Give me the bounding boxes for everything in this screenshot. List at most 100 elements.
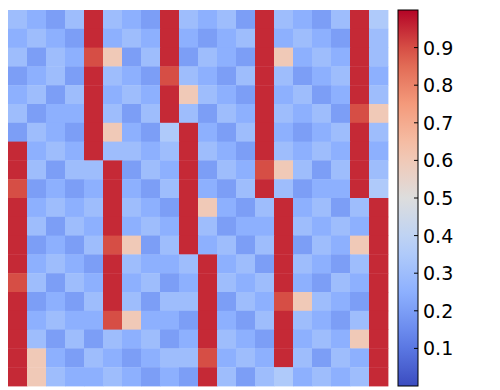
heatmap-cell bbox=[141, 330, 160, 349]
heatmap-cell bbox=[350, 236, 369, 255]
heatmap-cell bbox=[84, 160, 103, 179]
heatmap-cell bbox=[236, 85, 255, 104]
heatmap-cell bbox=[122, 254, 141, 273]
heatmap-cell bbox=[331, 160, 350, 179]
heatmap-cell bbox=[84, 292, 103, 311]
heatmap-cell bbox=[331, 179, 350, 198]
heatmap-cell bbox=[198, 198, 217, 217]
heatmap-cell bbox=[293, 217, 312, 236]
heatmap-cell bbox=[179, 85, 198, 104]
heatmap-cell bbox=[369, 236, 388, 255]
heatmap-cell bbox=[331, 348, 350, 367]
heatmap-cell bbox=[236, 254, 255, 273]
heatmap-cell bbox=[274, 348, 293, 367]
heatmap-cell bbox=[350, 104, 369, 123]
heatmap-cell bbox=[8, 160, 27, 179]
heatmap-cell bbox=[198, 29, 217, 48]
heatmap-cell bbox=[331, 104, 350, 123]
heatmap-cell bbox=[84, 254, 103, 273]
heatmap-cell bbox=[84, 179, 103, 198]
heatmap-cell bbox=[236, 217, 255, 236]
heatmap-cell bbox=[122, 104, 141, 123]
heatmap-cell bbox=[331, 142, 350, 161]
heatmap-cell bbox=[141, 179, 160, 198]
colorbar-tick bbox=[414, 348, 418, 349]
heatmap-cell bbox=[122, 123, 141, 142]
heatmap-cell bbox=[103, 85, 122, 104]
heatmap-cell bbox=[27, 217, 46, 236]
heatmap-cell bbox=[103, 292, 122, 311]
heatmap-cell bbox=[350, 330, 369, 349]
heatmap-cell bbox=[274, 236, 293, 255]
heatmap-cell bbox=[350, 348, 369, 367]
heatmap-cell bbox=[312, 10, 331, 29]
heatmap-cell bbox=[312, 160, 331, 179]
heatmap-cell bbox=[179, 311, 198, 330]
heatmap-cell bbox=[293, 179, 312, 198]
heatmap-cell bbox=[122, 198, 141, 217]
heatmap-cell bbox=[141, 85, 160, 104]
heatmap-cell bbox=[369, 123, 388, 142]
heatmap-cell bbox=[141, 123, 160, 142]
heatmap-cell bbox=[217, 198, 236, 217]
heatmap-cell bbox=[122, 292, 141, 311]
heatmap-cell bbox=[27, 104, 46, 123]
heatmap-cell bbox=[141, 348, 160, 367]
heatmap-cell bbox=[350, 66, 369, 85]
heatmap-cell bbox=[8, 254, 27, 273]
heatmap-cell bbox=[160, 104, 179, 123]
heatmap-cell bbox=[255, 123, 274, 142]
heatmap-cell bbox=[217, 179, 236, 198]
heatmap-cell bbox=[236, 104, 255, 123]
heatmap-cell bbox=[103, 198, 122, 217]
heatmap-cell bbox=[312, 48, 331, 67]
heatmap-cell bbox=[198, 104, 217, 123]
heatmap-cell bbox=[236, 10, 255, 29]
heatmap-cell bbox=[255, 367, 274, 386]
heatmap-cell bbox=[160, 273, 179, 292]
heatmap-cell bbox=[122, 85, 141, 104]
heatmap-cell bbox=[350, 254, 369, 273]
heatmap-cell bbox=[122, 367, 141, 386]
heatmap-cell bbox=[179, 29, 198, 48]
heatmap-cell bbox=[141, 254, 160, 273]
heatmap-cell bbox=[27, 48, 46, 67]
heatmap-cell bbox=[84, 217, 103, 236]
heatmap-cell bbox=[122, 142, 141, 161]
heatmap-cell bbox=[274, 142, 293, 161]
heatmap-cell bbox=[65, 29, 84, 48]
heatmap-cell bbox=[369, 10, 388, 29]
heatmap-cell bbox=[103, 348, 122, 367]
heatmap-cell bbox=[369, 48, 388, 67]
heatmap-cell bbox=[84, 66, 103, 85]
colorbar-tick bbox=[414, 47, 418, 48]
heatmap-cell bbox=[46, 85, 65, 104]
heatmap-cell bbox=[103, 29, 122, 48]
heatmap-cell bbox=[179, 273, 198, 292]
heatmap-cell bbox=[160, 348, 179, 367]
heatmap-cell bbox=[84, 29, 103, 48]
heatmap-cell bbox=[27, 367, 46, 386]
heatmap-cell bbox=[331, 85, 350, 104]
heatmap-cell bbox=[293, 104, 312, 123]
heatmap-cell bbox=[198, 367, 217, 386]
heatmap-cell bbox=[8, 198, 27, 217]
heatmap-cell bbox=[27, 29, 46, 48]
heatmap-cell bbox=[198, 142, 217, 161]
heatmap-cell bbox=[369, 217, 388, 236]
heatmap-cell bbox=[198, 85, 217, 104]
heatmap-cell bbox=[331, 10, 350, 29]
colorbar-tick-label: 0.4 bbox=[423, 225, 453, 247]
heatmap-cell bbox=[331, 254, 350, 273]
heatmap-cell bbox=[8, 348, 27, 367]
heatmap-cell bbox=[8, 66, 27, 85]
heatmap-cell bbox=[103, 66, 122, 85]
heatmap-cell bbox=[141, 273, 160, 292]
heatmap-cell bbox=[255, 348, 274, 367]
heatmap-cell bbox=[46, 292, 65, 311]
heatmap-cell bbox=[84, 348, 103, 367]
heatmap-cell bbox=[160, 29, 179, 48]
heatmap-cell bbox=[160, 254, 179, 273]
heatmap-cell bbox=[293, 142, 312, 161]
heatmap-cell bbox=[65, 179, 84, 198]
